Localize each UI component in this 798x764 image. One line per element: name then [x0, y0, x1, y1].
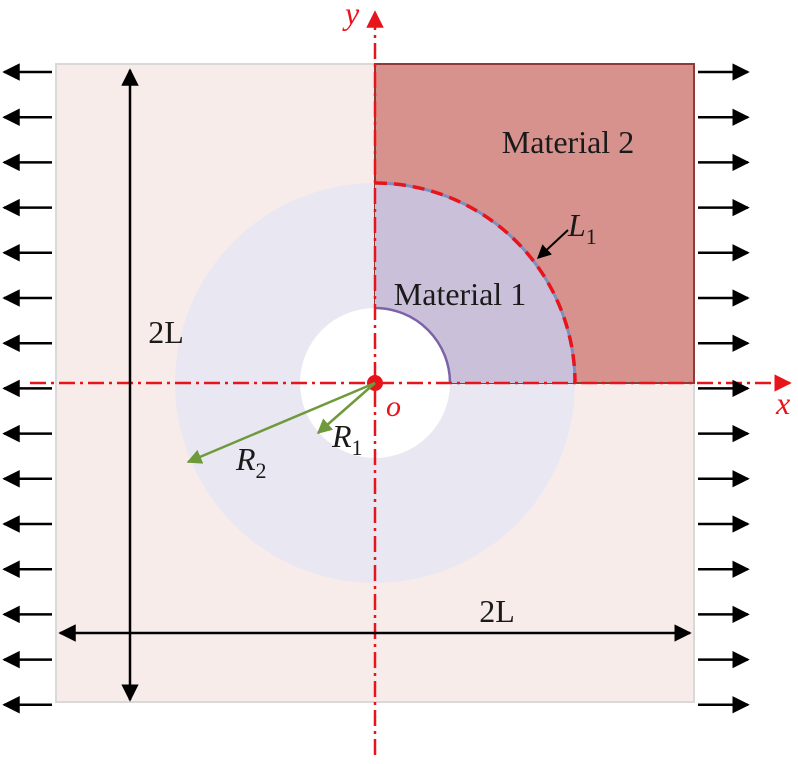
x-axis-label: x	[775, 385, 790, 421]
radius-R1-arrow	[316, 382, 376, 434]
material2-label: Material 2	[502, 124, 634, 160]
origin-label: o	[386, 390, 401, 423]
left-load-arrows	[2, 63, 52, 714]
width-dimension-text: 2L	[479, 593, 515, 629]
height-dimension-label: 2L	[148, 314, 184, 350]
R1-label-main: R	[331, 418, 352, 454]
y-axis-label: y	[342, 0, 360, 31]
width-dimension-label: 2L	[479, 593, 515, 629]
interface-pointer-arrow	[536, 229, 569, 259]
R1-label: R1	[331, 418, 363, 460]
material1-label: Material 1	[394, 276, 526, 312]
R2-label: R2	[235, 441, 267, 483]
interface-label-main: L	[567, 207, 586, 243]
inner-arc	[374, 306, 452, 384]
interface-arc-L1-dash	[374, 181, 577, 384]
R1-label-sub: 1	[352, 435, 363, 460]
R2-label-main: R	[235, 441, 256, 477]
interface-label-sub: 1	[586, 224, 597, 249]
right-load-arrows	[698, 63, 750, 714]
radius-R2-arrow	[186, 381, 376, 464]
interface-label: L1	[567, 207, 597, 249]
height-dimension-text: 2L	[148, 314, 184, 350]
R2-label-sub: 2	[256, 458, 267, 483]
